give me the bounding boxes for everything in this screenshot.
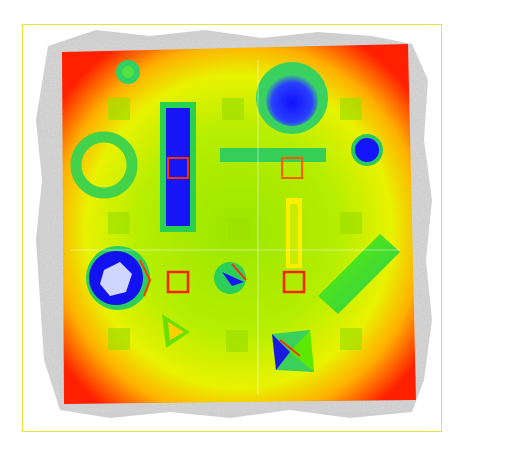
slanted-bar: [318, 234, 400, 314]
grid-markers: [108, 98, 362, 352]
crosshair-lines: [70, 60, 400, 395]
triangle: [162, 314, 190, 348]
blue-disc: [351, 134, 383, 166]
cone: [214, 262, 247, 294]
hemisphere: [86, 246, 152, 310]
small-dome: [116, 60, 140, 84]
vertical-slot: [286, 198, 302, 268]
large-dome: [256, 62, 328, 134]
ring: [70, 131, 138, 199]
blue-pillar: [160, 102, 196, 232]
horizontal-bar: [220, 148, 326, 179]
red-markers: [166, 270, 306, 294]
bounding-frame: [22, 24, 442, 432]
pyramid: [272, 330, 314, 372]
